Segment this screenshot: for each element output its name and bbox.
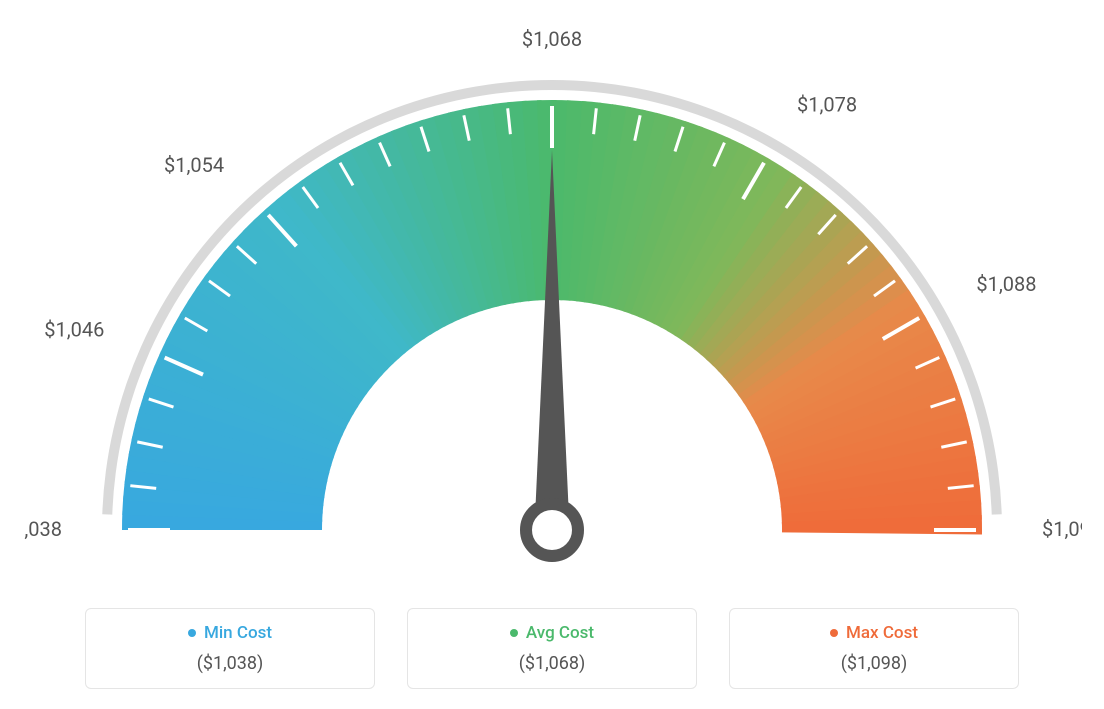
gauge-tick-label: $1,068 bbox=[522, 27, 582, 51]
legend-min-value: ($1,038) bbox=[104, 653, 356, 674]
gauge-chart: $1,038 $1,046 $1,054 $1,068 $1,078 $1,088 $1,0… bbox=[20, 20, 1084, 580]
gauge-tick-label: $1,054 bbox=[164, 153, 224, 177]
legend-max-label: Max Cost bbox=[846, 623, 918, 643]
legend-avg-label-row: Avg Cost bbox=[426, 623, 678, 643]
legend-card-min: Min Cost ($1,038) bbox=[85, 608, 375, 689]
gauge-tick-label: $1,038 bbox=[22, 517, 62, 541]
gauge-tick-label: $1,078 bbox=[797, 93, 857, 117]
gauge-tick-label: $1,088 bbox=[976, 272, 1036, 296]
gauge-tick-label: $1,098 bbox=[1042, 517, 1082, 541]
legend-avg-label: Avg Cost bbox=[526, 623, 594, 643]
legend-min-label: Min Cost bbox=[204, 623, 272, 643]
gauge-tick-label: $1,046 bbox=[44, 318, 104, 342]
dot-icon bbox=[188, 629, 196, 637]
gauge-svg: $1,038 $1,046 $1,054 $1,068 $1,078 $1,088 $1,0… bbox=[22, 20, 1082, 580]
legend-avg-value: ($1,068) bbox=[426, 653, 678, 674]
legend-min-label-row: Min Cost bbox=[104, 623, 356, 643]
gauge-hub bbox=[526, 504, 578, 556]
legend-row: Min Cost ($1,038) Avg Cost ($1,068) Max … bbox=[20, 608, 1084, 689]
dot-icon bbox=[830, 629, 838, 637]
dot-icon bbox=[510, 629, 518, 637]
legend-max-value: ($1,098) bbox=[748, 653, 1000, 674]
legend-card-max: Max Cost ($1,098) bbox=[729, 608, 1019, 689]
legend-card-avg: Avg Cost ($1,068) bbox=[407, 608, 697, 689]
legend-max-label-row: Max Cost bbox=[748, 623, 1000, 643]
